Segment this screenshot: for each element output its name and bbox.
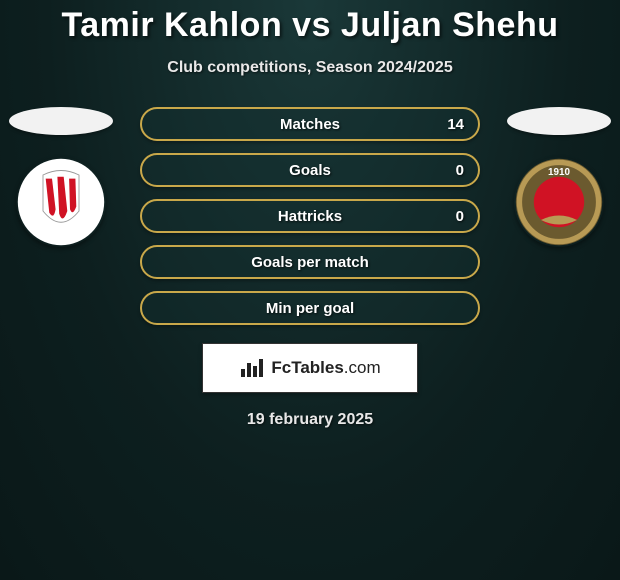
player-photo-placeholder-right: [507, 107, 611, 135]
stat-row-goals-per-match: Goals per match: [140, 245, 480, 279]
widzew-crest-icon: 1910: [514, 157, 604, 247]
page-title: Tamir Kahlon vs Juljan Shehu: [0, 0, 620, 45]
stat-row-goals: Goals 0: [140, 153, 480, 187]
date-text: 19 february 2025: [0, 411, 620, 429]
bars-icon: [239, 357, 265, 379]
stat-row-hattricks: Hattricks 0: [140, 199, 480, 233]
player-left-column: [6, 107, 116, 247]
stat-label: Goals: [289, 162, 331, 179]
player-photo-placeholder-left: [9, 107, 113, 135]
cracovia-crest-icon: [16, 157, 106, 247]
stat-value-right: 14: [447, 116, 464, 133]
stat-rows: Matches 14 Goals 0 Hattricks 0 Goals per…: [140, 107, 480, 325]
stat-value-right: 0: [456, 208, 464, 225]
stat-label: Hattricks: [278, 208, 342, 225]
player-right-column: 1910: [504, 107, 614, 247]
stat-label: Goals per match: [251, 254, 369, 271]
stat-row-matches: Matches 14: [140, 107, 480, 141]
subtitle: Club competitions, Season 2024/2025: [0, 59, 620, 77]
brand-badge: FcTables.com: [202, 343, 418, 393]
stat-label: Min per goal: [266, 300, 354, 317]
stat-value-right: 0: [456, 162, 464, 179]
svg-text:1910: 1910: [548, 167, 570, 178]
stat-row-min-per-goal: Min per goal: [140, 291, 480, 325]
brand-name: FcTables.com: [271, 358, 380, 378]
stat-label: Matches: [280, 116, 340, 133]
comparison-panel: 1910 Matches 14 Goals 0 Hattricks 0 Goal…: [0, 107, 620, 429]
